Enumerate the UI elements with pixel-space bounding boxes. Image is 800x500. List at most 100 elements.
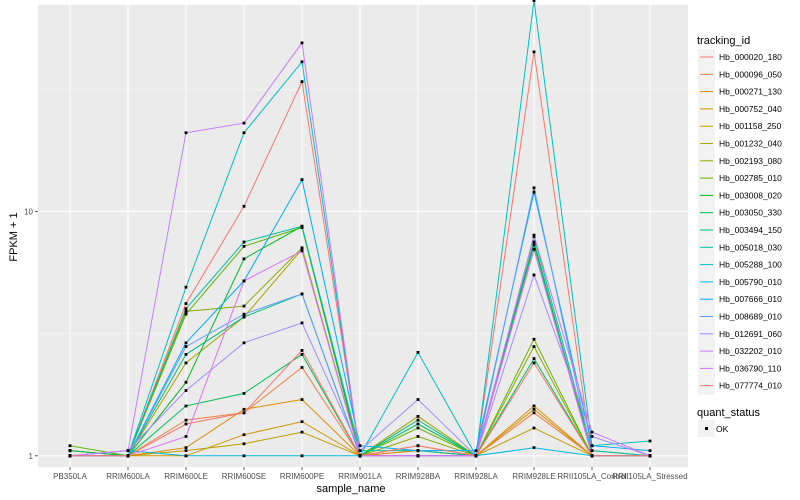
data-point-14-7: [474, 449, 478, 453]
x-tick-label-9: RRII105LA_Control: [557, 472, 627, 481]
data-point-19-4: [300, 349, 304, 352]
legend-label-3: Hb_000752_040: [719, 104, 782, 114]
legend-label-19: Hb_077774_010: [719, 381, 782, 391]
data-point-5-4: [300, 247, 304, 251]
data-point-14-6: [416, 449, 420, 453]
legend-title: tracking_id: [697, 35, 750, 47]
x-tick-label-2: RRIM600LE: [164, 472, 208, 481]
data-point-12-3: [242, 131, 246, 135]
data-point-18-8: [532, 247, 536, 251]
data-point-15-2: [184, 345, 188, 348]
data-point-4-3: [242, 442, 246, 446]
data-point-13-3: [242, 454, 246, 458]
data-point-19-7: [474, 454, 478, 458]
legend-label-11: Hb_005018_030: [719, 242, 782, 252]
data-point-1-8: [532, 411, 536, 415]
legend-label-6: Hb_002193_080: [719, 156, 782, 166]
data-point-19-9: [590, 454, 594, 458]
data-point-17-9: [590, 430, 594, 434]
data-point-18-2: [184, 435, 188, 438]
legend-label-16: Hb_012691_060: [719, 329, 782, 339]
data-point-14-8: [532, 190, 536, 194]
data-point-17-3: [242, 121, 246, 125]
data-point-12-2: [184, 285, 188, 289]
data-point-4-8: [532, 426, 536, 430]
data-point-2-2: [184, 446, 188, 450]
data-point-3-4: [300, 420, 304, 424]
x-tick-label-7: RRIM928LA: [454, 472, 498, 481]
data-point-7-2: [184, 312, 188, 316]
data-point-10-6: [416, 418, 420, 422]
data-point-7-3: [242, 244, 246, 248]
legend-label-9: Hb_003050_330: [719, 208, 782, 218]
data-point-7-0: [68, 444, 72, 448]
point-legend-title: quant_status: [697, 407, 760, 419]
data-point-19-2: [184, 422, 188, 426]
data-point-12-8: [532, 0, 536, 2]
data-point-0-3: [242, 204, 246, 208]
plot-panel: [38, 5, 688, 467]
data-point-15-8: [532, 186, 536, 190]
y-tick-label-1: 10: [24, 207, 33, 216]
data-point-13-4: [300, 454, 304, 458]
data-point-4-2: [184, 449, 188, 453]
data-point-16-4: [300, 321, 304, 325]
data-point-19-0: [68, 454, 72, 458]
data-point-19-3: [242, 411, 246, 415]
legend-label-18: Hb_036790_110: [719, 363, 782, 373]
legend-label-14: Hb_007666_010: [719, 294, 782, 304]
x-tick-label-3: RRIM600SE: [222, 472, 266, 481]
legend-label-17: Hb_032202_010: [719, 346, 782, 356]
data-point-2-4: [300, 398, 304, 401]
data-point-14-9: [590, 444, 594, 448]
data-point-13-2: [184, 454, 188, 458]
point-legend-key: [705, 427, 708, 430]
data-point-5-6: [416, 414, 420, 418]
y-tick-label-0: 1: [29, 452, 34, 461]
x-axis-title: sample_name: [316, 483, 385, 495]
data-point-16-2: [184, 389, 188, 392]
axes: 1 10 PB350LA RRIM600LA RRIM600LE RRIM600SE RRI…: [24, 207, 687, 481]
data-point-16-6: [416, 398, 420, 401]
x-tick-label-10: RRII105LA_Stressed: [612, 472, 687, 481]
data-point-6-6: [416, 435, 420, 438]
data-point-12-6: [416, 351, 420, 354]
data-point-12-10: [648, 439, 652, 443]
legend-label-13: Hb_005790_010: [719, 277, 782, 287]
data-point-19-1: [126, 454, 130, 458]
data-point-12-4: [300, 60, 304, 64]
data-point-16-8: [532, 273, 536, 277]
legend-label-8: Hb_003008_020: [719, 190, 782, 200]
data-point-17-2: [184, 131, 188, 135]
data-point-10-3: [242, 315, 246, 319]
data-point-6-3: [242, 304, 246, 308]
data-point-1-4: [300, 366, 304, 369]
data-point-0-8: [532, 50, 536, 54]
data-point-6-2: [184, 310, 188, 313]
data-point-0-2: [184, 302, 188, 305]
data-point-13-8: [532, 446, 536, 450]
data-point-0-4: [300, 80, 304, 84]
data-point-17-1: [126, 449, 130, 453]
legend-label-0: Hb_000020_180: [719, 52, 782, 62]
data-point-8-3: [242, 257, 246, 261]
data-point-8-8: [532, 240, 536, 244]
legend-label-7: Hb_002785_010: [719, 173, 782, 183]
data-point-7-6: [416, 426, 420, 430]
data-point-9-6: [416, 422, 420, 426]
data-points: [68, 0, 652, 458]
legend-label-2: Hb_000271_130: [719, 87, 782, 97]
legend-label-4: Hb_001158_250: [719, 121, 782, 131]
legend-label-1: Hb_000096_050: [719, 69, 782, 79]
x-tick-label-6: RRIM928BA: [396, 472, 441, 481]
data-point-18-6: [416, 454, 420, 458]
data-point-9-3: [242, 392, 246, 395]
legend-label-10: Hb_003494_150: [719, 225, 782, 235]
data-point-16-5: [358, 449, 362, 453]
data-point-9-2: [184, 404, 188, 408]
data-point-19-10: [648, 454, 652, 458]
x-tick-label-5: RRIM901LA: [338, 472, 382, 481]
data-point-14-10: [648, 449, 652, 453]
legend-label-15: Hb_008689_010: [719, 312, 782, 322]
